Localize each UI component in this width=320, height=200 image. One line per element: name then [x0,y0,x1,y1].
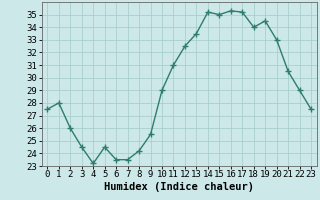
X-axis label: Humidex (Indice chaleur): Humidex (Indice chaleur) [104,182,254,192]
